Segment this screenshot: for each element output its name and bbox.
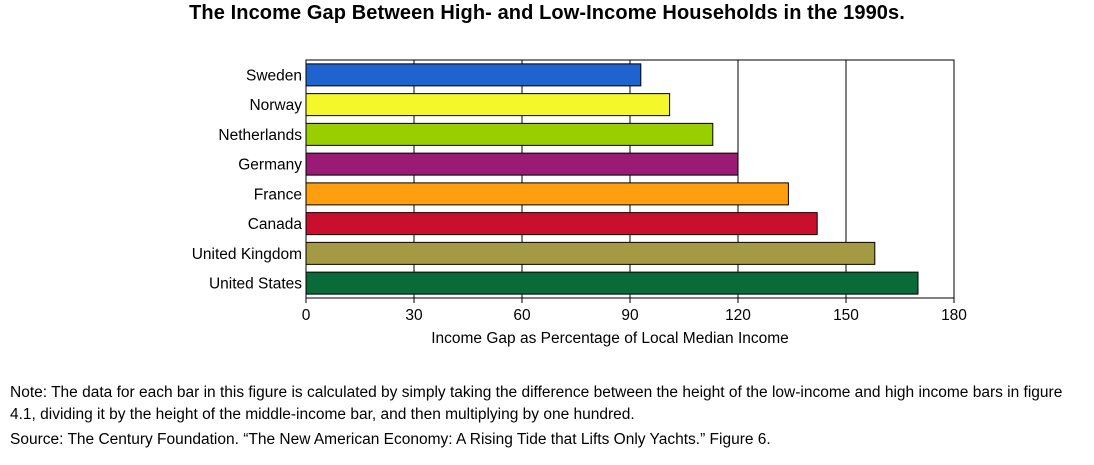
- category-label: United Kingdom: [192, 246, 302, 263]
- bar-chart: Sweden Norway Netherlands Germany France Cana…: [192, 59, 967, 347]
- bar-sweden: [305, 63, 642, 87]
- bars: [305, 63, 919, 295]
- x-tick-label: 180: [941, 307, 967, 324]
- bar-united-kingdom: [305, 241, 876, 265]
- chart-note: Note: The data for each bar in this figu…: [10, 384, 1063, 423]
- x-tick-label: 150: [833, 307, 859, 324]
- category-label: United States: [209, 276, 302, 293]
- x-axis-label: Income Gap as Percentage of Local Median…: [431, 330, 789, 347]
- chart-source: Source: The Century Foundation. “The New…: [10, 431, 771, 448]
- x-tick-label: 90: [621, 307, 639, 324]
- x-tick-label: 120: [725, 307, 751, 324]
- category-label: Germany: [238, 157, 302, 174]
- category-label: France: [254, 186, 302, 203]
- bar-canada: [305, 212, 818, 236]
- bar-norway: [305, 93, 671, 117]
- category-labels: Sweden Norway Netherlands Germany France Cana…: [192, 67, 303, 292]
- bar-germany: [305, 152, 739, 176]
- chart-title: The Income Gap Between High- and Low-Inc…: [189, 2, 905, 24]
- x-tick-label: 0: [302, 307, 311, 324]
- x-tick-label: 30: [405, 307, 423, 324]
- bar-netherlands: [305, 122, 714, 146]
- category-label: Canada: [248, 216, 303, 233]
- category-label: Netherlands: [218, 127, 302, 144]
- x-axis-ticks: 0 30 60 90 120 150 180: [302, 298, 967, 324]
- bar-united-states: [305, 271, 919, 295]
- x-tick-label: 60: [513, 307, 531, 324]
- bar-france: [305, 182, 789, 206]
- category-label: Norway: [249, 97, 302, 114]
- category-label: Sweden: [246, 67, 302, 84]
